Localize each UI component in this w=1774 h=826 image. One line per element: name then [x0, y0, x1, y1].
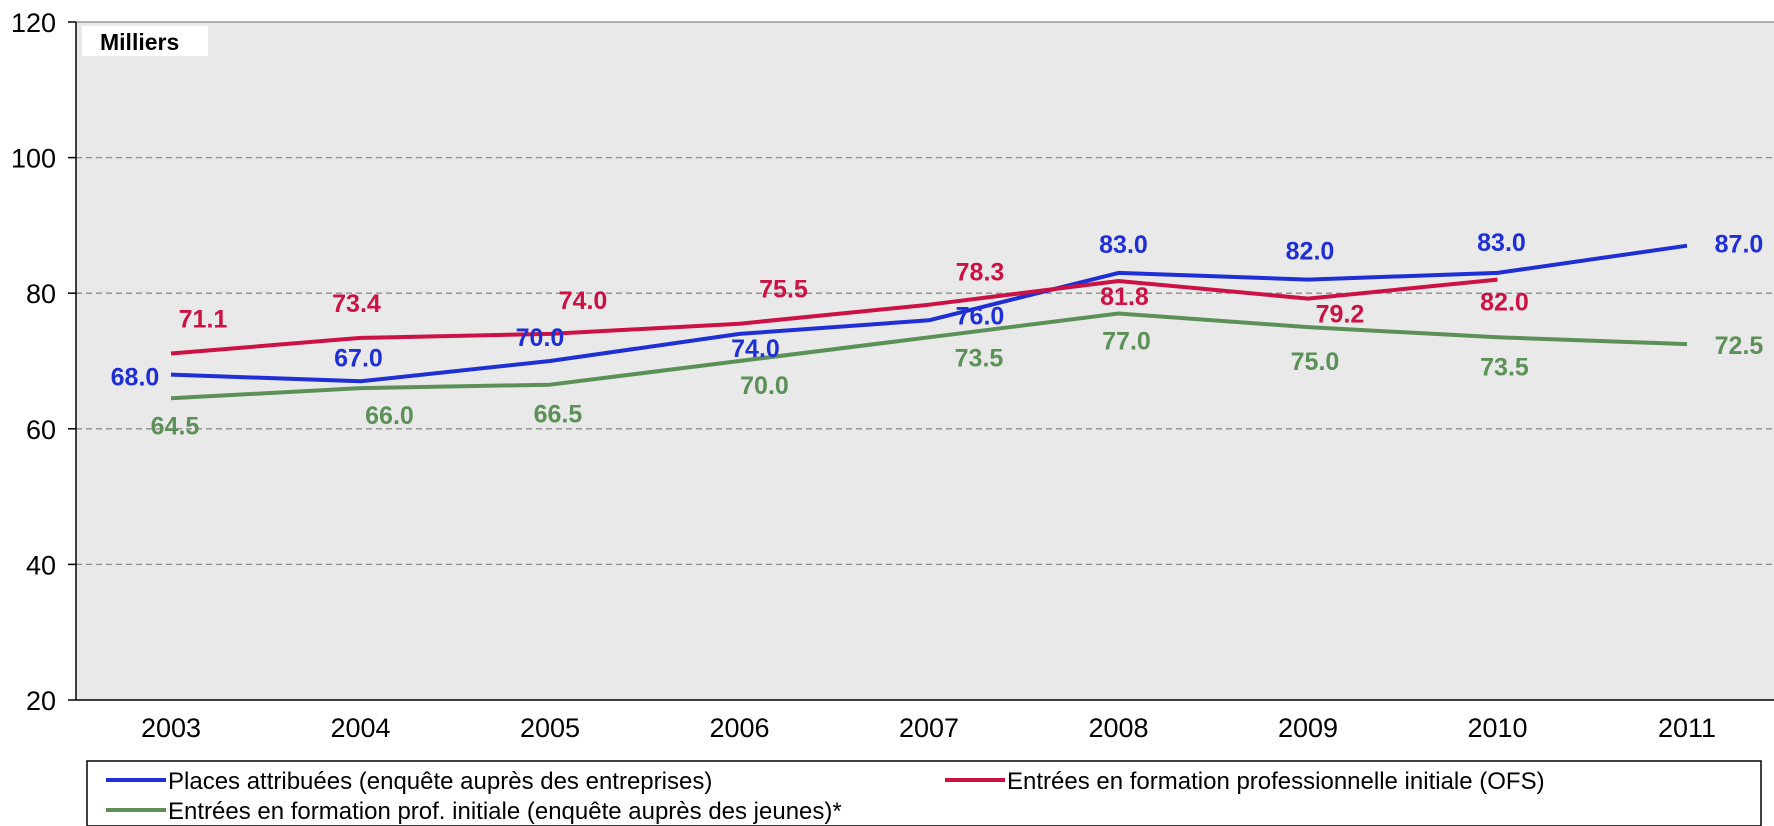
x-axis-ticks: 2003 2004 2005 2006 2007 2008 2009 2010 2011: [141, 713, 1716, 743]
data-label-places-attribuees: 82.0: [1286, 238, 1335, 266]
data-label-entrees-enquete-jeunes: 75.0: [1291, 348, 1340, 376]
data-label-places-attribuees: 83.0: [1477, 229, 1526, 257]
legend-box: [86, 760, 1762, 826]
y-tick-label: 60: [26, 415, 56, 445]
x-tick-label: 2004: [330, 713, 390, 743]
data-label-places-attribuees: 70.0: [516, 324, 565, 352]
data-label-entrees-enquete-jeunes: 66.0: [365, 402, 414, 430]
unit-label: Milliers: [100, 29, 179, 55]
data-label-entrees-enquete-jeunes: 66.5: [534, 401, 583, 429]
series-line-places-attribuees: [170, 243, 1688, 384]
data-labels: 68.0 67.0 70.0 74.0 76.0 83.0 82.0 83.0 87.0 71.1…: [111, 229, 1764, 440]
legend: Places attribuées (enquête auprès des en…: [86, 760, 1762, 826]
data-label-entrees-ofs: 73.4: [332, 290, 381, 318]
data-label-places-attribuees: 67.0: [334, 344, 383, 372]
legend-label-entrees-ofs: Entrées en formation professionnelle ini…: [1007, 768, 1545, 795]
grid-lines: [76, 21, 1774, 566]
data-label-places-attribuees: 74.0: [731, 335, 780, 363]
plot-area: [76, 22, 1774, 700]
x-tick-label: 2003: [141, 713, 201, 743]
series-line-entrees-ofs: [170, 277, 1498, 356]
data-label-entrees-ofs: 75.5: [759, 276, 808, 304]
data-label-places-attribuees: 68.0: [111, 364, 160, 392]
x-tick-label: 2005: [520, 713, 580, 743]
x-tick-label: 2009: [1278, 713, 1338, 743]
data-label-entrees-enquete-jeunes: 70.0: [740, 372, 789, 400]
data-label-entrees-enquete-jeunes: 72.5: [1715, 332, 1764, 360]
data-label-places-attribuees: 87.0: [1715, 231, 1764, 259]
series-line-entrees-enquete-jeunes: [170, 311, 1688, 401]
x-tick-label: 2011: [1658, 713, 1716, 743]
x-tick-label: 2010: [1467, 713, 1527, 743]
data-label-places-attribuees: 76.0: [956, 302, 1005, 330]
data-label-entrees-ofs: 81.8: [1100, 283, 1149, 311]
data-label-entrees-enquete-jeunes: 73.5: [1480, 353, 1529, 381]
data-label-entrees-ofs: 71.1: [179, 306, 228, 334]
unit-label-box: Milliers: [82, 26, 208, 56]
x-tick-label: 2008: [1088, 713, 1148, 743]
data-label-entrees-ofs: 79.2: [1316, 301, 1365, 329]
x-tick-label: 2006: [709, 713, 769, 743]
data-label-entrees-ofs: 78.3: [956, 259, 1005, 287]
data-label-places-attribuees: 83.0: [1099, 231, 1148, 259]
y-tick-label: 40: [26, 550, 56, 580]
legend-label-places-attribuees: Places attribuées (enquête auprès des en…: [168, 768, 712, 795]
y-axis-ticks: 20 40 60 80 100 120: [11, 8, 76, 716]
x-tick-label: 2007: [899, 713, 959, 743]
series-lines: [170, 243, 1688, 401]
data-label-entrees-ofs: 74.0: [559, 287, 608, 315]
y-tick-label: 100: [11, 144, 56, 174]
unit-label-background: [82, 26, 208, 56]
y-tick-label: 80: [26, 279, 56, 309]
y-tick-label: 120: [11, 8, 56, 38]
data-label-entrees-enquete-jeunes: 73.5: [955, 344, 1004, 372]
legend-label-entrees-enquete-jeunes: Entrées en formation prof. initiale (enq…: [168, 798, 842, 825]
y-tick-label: 20: [26, 686, 56, 716]
data-label-entrees-ofs: 82.0: [1480, 289, 1529, 317]
data-label-entrees-enquete-jeunes: 64.5: [151, 412, 200, 440]
data-label-entrees-enquete-jeunes: 77.0: [1102, 328, 1151, 356]
